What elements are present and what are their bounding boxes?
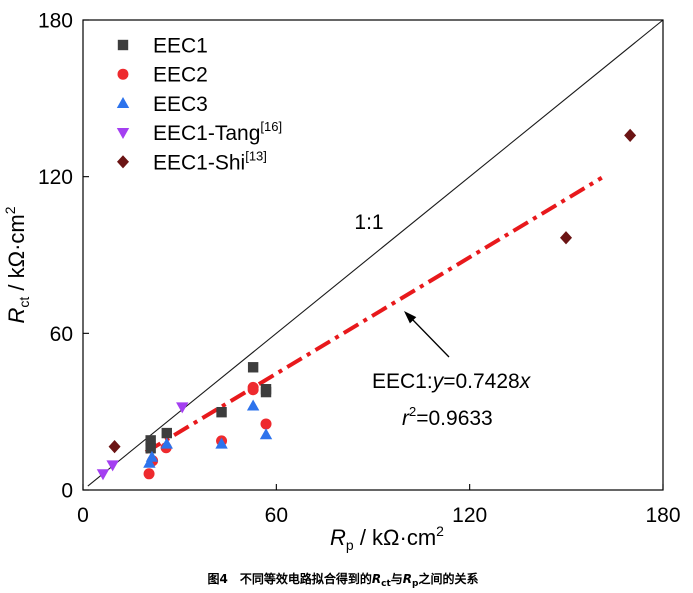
legend-label-name: EEC1-Shi [153, 151, 245, 174]
legend-label-name: EEC1-Tang [153, 122, 260, 145]
fit-equation-relation: =0.7428 [443, 370, 520, 393]
x-tick-label: 120 [452, 504, 487, 527]
eec1-shi-point [108, 440, 121, 454]
eec1-shi-point [624, 128, 637, 143]
legend-label: EEC1 [153, 35, 208, 58]
legend-label: EEC2 [153, 64, 208, 87]
r-squared-power: 2 [409, 404, 416, 419]
y-tick-label: 0 [61, 480, 73, 503]
eec2-point [260, 418, 272, 430]
caption-text-after: 之间的关系 [418, 571, 478, 586]
figure-caption: 图4 不同等效电路拟合得到的Rct与Rp之间的关系 [208, 571, 479, 589]
x-axis-label-unit: / kΩ·cm [354, 525, 436, 550]
r-squared-label: r2=0.9633 [402, 404, 493, 430]
x-tick-label: 180 [645, 504, 680, 527]
fit-equation-prefix: EEC1: [372, 370, 433, 393]
y-tick-label: 60 [50, 323, 73, 346]
legend-label-name: EEC2 [153, 64, 208, 87]
y-axis-label: Rct / kΩ·cm2 [2, 206, 32, 323]
legend-item-eec1-shi: EEC1-Shi[13] [117, 148, 267, 174]
x-axis-label-symbol: R [330, 525, 346, 550]
y-axis-label-unit: / kΩ·cm [4, 214, 29, 296]
eec1-tang-point [176, 402, 189, 414]
eec2-point [247, 384, 259, 396]
eec1-tang-point [106, 460, 119, 472]
eec1-tang-point [96, 469, 110, 481]
fit-annotation-arrow-shaft [411, 318, 450, 358]
fit-line [144, 176, 603, 454]
legend-item-eec3: EEC3 [116, 93, 208, 116]
x-tick-label: 60 [265, 504, 288, 527]
caption-text-before: 不同等效电路拟合得到的 [240, 571, 372, 586]
legend-item-eec1: EEC1 [117, 35, 208, 58]
eec3-point [215, 437, 228, 449]
eec1-point [145, 443, 156, 454]
fit-equation-y-variable: y [431, 370, 445, 393]
one-to-one-label: 1:1 [354, 211, 383, 234]
eec2-point [143, 468, 155, 480]
r-squared-value: =0.9633 [416, 407, 493, 430]
caption-figure-number: 图4 [208, 572, 228, 586]
y-axis-label-symbol: R [4, 308, 29, 324]
eec1-point [260, 384, 272, 395]
fit-annotation-arrow [404, 311, 450, 358]
legend-label-name: EEC1 [153, 35, 208, 58]
eec1-point [247, 362, 259, 373]
legend-marker-eec2 [117, 68, 129, 80]
caption-connector: 与 [391, 572, 403, 586]
legend-item-eec1-tang: EEC1-Tang[16] [116, 119, 282, 145]
eec3-point [246, 399, 260, 411]
eec1-point [216, 406, 227, 418]
caption-subscript-p: p [412, 579, 419, 589]
legend-marker-eec3 [116, 97, 130, 108]
series-eec1 [145, 362, 272, 454]
eec3-point [143, 456, 156, 468]
eec3-point [259, 428, 273, 440]
eec3-point [145, 450, 159, 462]
caption-symbol-rp: R [403, 572, 412, 586]
legend-marker-eec1-shi [117, 155, 129, 169]
legend-label-reference: [16] [260, 119, 282, 134]
legend-label-reference: [13] [245, 148, 267, 163]
r-squared-variable: r [402, 407, 410, 430]
y-tick-label: 120 [38, 166, 73, 189]
y-axis-label-subscript: ct [16, 297, 32, 308]
legend-label: EEC1-Tang[16] [153, 119, 282, 145]
y-axis-label-superscript: 2 [2, 206, 18, 214]
eec3-point [160, 437, 173, 449]
axis-ticks: 0 60 120 180 0 60 120 180 [38, 10, 681, 528]
x-tick-label: 0 [77, 504, 89, 527]
plot-frame [82, 19, 664, 491]
eec1-shi-point [560, 231, 573, 245]
legend-marker-eec1-tang [116, 128, 130, 139]
x-axis-label: Rp / kΩ·cm2 [330, 523, 444, 553]
series-eec1-shi [108, 128, 637, 454]
caption-symbol-rct: R [372, 572, 381, 586]
legend-label-name: EEC3 [153, 93, 208, 116]
eec1-point [161, 427, 172, 439]
x-axis-label-subscript: p [346, 537, 354, 553]
x-axis-label-superscript: 2 [436, 523, 444, 539]
series-eec3 [143, 399, 273, 468]
points-layer [96, 128, 637, 481]
fit-annotation-arrow-head [404, 311, 417, 324]
legend-label: EEC1-Shi[13] [153, 148, 267, 174]
legend-marker-eec1 [117, 39, 129, 51]
fit-equation-x-variable: x [519, 370, 532, 393]
legend-item-eec2: EEC2 [117, 64, 208, 87]
series-eec1-tang [96, 402, 189, 481]
caption-subscript-ct: ct [381, 579, 391, 589]
legend-label: EEC3 [153, 93, 208, 116]
legend: EEC1 EEC2 EEC3 EEC1-Tang[16] EEC1-Shi[13] [116, 35, 282, 174]
fit-equation-label: EEC1:y=0.7428x [372, 370, 532, 393]
eec1-point [145, 435, 156, 446]
y-tick-label: 180 [38, 10, 73, 33]
